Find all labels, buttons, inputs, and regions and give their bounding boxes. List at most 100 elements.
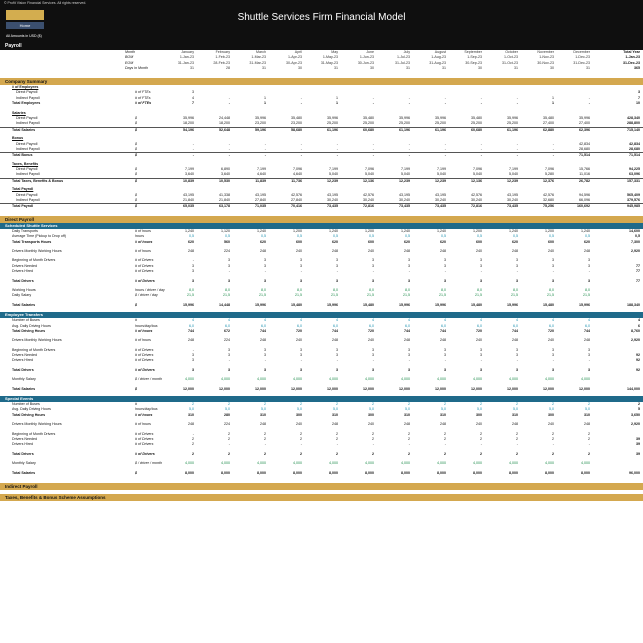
table-row: Drivers Monthly Working Hours # of hours 2… bbox=[0, 338, 643, 343]
row-label: Monthly Salary bbox=[12, 461, 36, 466]
cell-value: 2 bbox=[228, 451, 230, 456]
row-unit: $ bbox=[135, 386, 137, 391]
cell-value: 3 bbox=[516, 353, 518, 358]
cell-value: 8,0 bbox=[477, 287, 482, 292]
cell-value: 4 bbox=[588, 318, 590, 323]
row-label: Indirect Payroll bbox=[16, 172, 40, 177]
cell-value: 2 bbox=[552, 451, 554, 456]
cell-value: 43,195 bbox=[435, 192, 446, 197]
cell-value: 21,5 bbox=[223, 293, 230, 298]
cell-value: 30,240 bbox=[399, 198, 410, 203]
row-unit: # of Drivers bbox=[135, 258, 154, 263]
cell-value: 8,000 bbox=[329, 470, 338, 475]
row-label: Direct Payroll bbox=[16, 192, 38, 197]
cell-value: 1 bbox=[264, 95, 266, 100]
cell-value: - bbox=[228, 358, 230, 363]
table-row: Direct Payroll $ - - - - - - - - - - - 42,834 42,834 bbox=[0, 142, 643, 147]
cell-value: 12,000 bbox=[291, 386, 302, 391]
timeline-value: 1-Apr-23 bbox=[288, 55, 302, 60]
cell-value: 30,240 bbox=[471, 198, 482, 203]
cell-value: 3 bbox=[588, 367, 590, 372]
cell-value: 300 bbox=[368, 412, 374, 417]
cell-value: 3 bbox=[588, 347, 590, 352]
row-label: Total Driving Hours bbox=[12, 412, 46, 417]
cell-value: 3 bbox=[372, 278, 374, 283]
timeline-value: 31 bbox=[190, 66, 194, 71]
cell-value: 3 bbox=[408, 347, 410, 352]
row-unit: # of hours bbox=[135, 239, 153, 244]
cell-total: 92 bbox=[636, 358, 640, 363]
cell-value: 18,200 bbox=[219, 121, 230, 126]
cell-value: 600 bbox=[476, 239, 482, 244]
cell-value: 52,648 bbox=[219, 127, 230, 132]
cell-value: 1,120 bbox=[221, 228, 230, 233]
sheet-section-title: Payroll bbox=[0, 42, 643, 50]
cell-total: 5 bbox=[638, 407, 640, 412]
cell-value: 3,640 bbox=[221, 172, 230, 177]
cell-value: 11,016 bbox=[579, 172, 590, 177]
cell-value: 3 bbox=[336, 347, 338, 352]
cell-value: - bbox=[300, 358, 302, 363]
cell-value: 5,040 bbox=[437, 172, 446, 177]
cell-value: 21,5 bbox=[547, 293, 554, 298]
cell-value: - bbox=[228, 269, 230, 274]
home-button[interactable]: Home bbox=[6, 22, 44, 29]
cell-value: 0,5 bbox=[261, 234, 266, 239]
row-label: Total Bonus bbox=[12, 153, 33, 158]
cell-value: 3 bbox=[444, 278, 446, 283]
cell-value: 59,196 bbox=[255, 127, 266, 132]
cell-value: 30,240 bbox=[435, 198, 446, 203]
cell-value: - bbox=[228, 153, 230, 158]
cell-value: 248 bbox=[404, 248, 410, 253]
timeline-value: June bbox=[366, 50, 374, 54]
cell-value: 5,280 bbox=[545, 172, 554, 177]
timeline-value: 1-Jan-23 bbox=[179, 55, 194, 60]
timeline-value: November bbox=[537, 50, 554, 54]
cell-value: 240 bbox=[296, 338, 302, 343]
cell-value: 35,480 bbox=[471, 115, 482, 120]
cell-value: 2 bbox=[192, 402, 194, 407]
timeline-total: 31-Dec-23 bbox=[623, 60, 640, 65]
cell-value: 12,000 bbox=[363, 386, 374, 391]
cell-value: 3 bbox=[192, 358, 194, 363]
timeline-value: 31-Jul-23 bbox=[395, 60, 410, 65]
timeline-value: July bbox=[403, 50, 410, 54]
cell-value: 1,240 bbox=[185, 228, 194, 233]
cell-value: 4,000 bbox=[509, 461, 518, 466]
cell-value: 25,200 bbox=[327, 121, 338, 126]
cell-total: 92 bbox=[636, 353, 640, 358]
cell-value: 310 bbox=[512, 412, 518, 417]
table-row: Total Employees # of FTEs 7 - 1 - 1 - - - - - 1 - 10 bbox=[0, 101, 643, 106]
cell-value: - bbox=[372, 269, 374, 274]
cell-value: 1 bbox=[336, 101, 338, 106]
row-unit: # of Drivers bbox=[135, 278, 155, 283]
cell-value: 3 bbox=[552, 263, 554, 268]
timeline-value: 31-Dec-23 bbox=[573, 60, 590, 65]
cell-total: 71,514 bbox=[629, 153, 640, 158]
cell-value: 15,480 bbox=[363, 302, 374, 307]
cell-value: - bbox=[480, 269, 482, 274]
row-unit: # of hours bbox=[135, 338, 151, 343]
cell-value: 1,240 bbox=[329, 228, 338, 233]
table-row: Total Drivers # of Drivers 2 2 2 2 2 2 2 2 2 2 2 2 39 bbox=[0, 452, 643, 457]
row-label: Direct Payroll bbox=[16, 90, 38, 95]
cell-value: 21,5 bbox=[259, 293, 266, 298]
cell-value: - bbox=[552, 153, 554, 158]
cell-value: - bbox=[480, 141, 482, 146]
cell-value: 8,000 bbox=[185, 470, 194, 475]
cell-value: 8,0 bbox=[333, 287, 338, 292]
cell-value: 620 bbox=[188, 239, 194, 244]
cell-value: 2 bbox=[336, 431, 338, 436]
cell-total: 7 bbox=[638, 95, 640, 100]
row-label: Direct Payroll bbox=[16, 115, 38, 120]
row-label: Total Transports Hours bbox=[12, 239, 52, 244]
cell-value: 3 bbox=[300, 353, 302, 358]
cell-value: 3 bbox=[336, 353, 338, 358]
cell-value: 4,000 bbox=[473, 377, 482, 382]
cell-value: 6,0 bbox=[333, 323, 338, 328]
cell-total: 77 bbox=[636, 263, 640, 268]
cell-value: - bbox=[192, 431, 194, 436]
cell-value: 3 bbox=[264, 367, 266, 372]
timeline-value: October bbox=[505, 50, 518, 54]
table-row: Beginning of Month Drivers # of Drivers - 3… bbox=[0, 348, 643, 353]
